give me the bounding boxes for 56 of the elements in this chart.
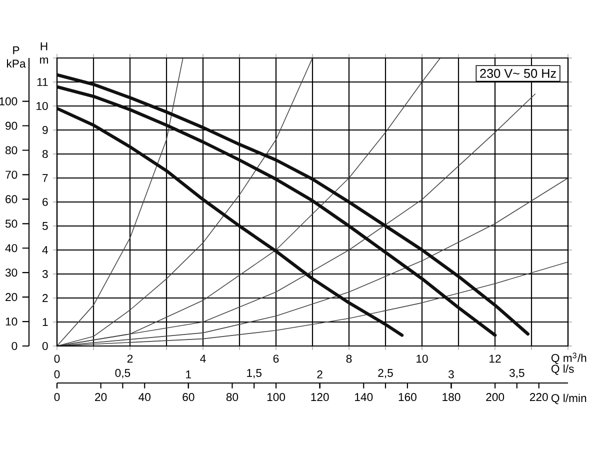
x-tick-label: 100 bbox=[267, 393, 286, 402]
y2-tick-label: 90 bbox=[6, 122, 18, 130]
y-tick-label: 2 bbox=[42, 294, 48, 302]
x-tick-label: 120 bbox=[311, 393, 329, 402]
x2-tick-label: 2 bbox=[317, 370, 322, 378]
x2-tick-label: 0,5 bbox=[115, 368, 130, 378]
x-tick-label: 220 bbox=[530, 393, 548, 402]
x-tick-label: 8 bbox=[346, 354, 352, 363]
y-tick-label: 1 bbox=[42, 318, 48, 326]
x-tick-label: 180 bbox=[442, 393, 460, 402]
x2-tick-label: 3,5 bbox=[509, 368, 524, 378]
x-tick-label: 4 bbox=[200, 354, 206, 363]
x2-tick-label: 2,5 bbox=[378, 368, 393, 378]
y2-tick-label: 0 bbox=[12, 342, 18, 350]
x-tick-label: 12 bbox=[490, 354, 501, 363]
y-tick-label: 3 bbox=[42, 270, 48, 278]
x2-tick-label: 1,5 bbox=[247, 369, 262, 378]
y2-axis-title: P kPa bbox=[7, 46, 26, 68]
x-axis-title: Q m$^{3}$/h bbox=[551, 352, 586, 364]
x-tick-label: 40 bbox=[138, 393, 150, 402]
y2-tick-label: 70 bbox=[6, 170, 18, 179]
y-tick-label: 0 bbox=[42, 342, 48, 350]
y-tick-label: 6 bbox=[42, 198, 48, 206]
y-tick-label: 10 bbox=[36, 102, 48, 110]
y-tick-label: 9 bbox=[42, 126, 48, 134]
x2-tick-label: 1 bbox=[186, 370, 191, 378]
x-tick-label: 160 bbox=[398, 393, 416, 402]
y2-tick-label: 50 bbox=[5, 220, 18, 228]
x2-axis-title: Q l/s bbox=[551, 364, 574, 375]
y2-tick-label: 60 bbox=[6, 195, 18, 204]
x-tick-label: 6 bbox=[273, 354, 279, 363]
x-tick-label: 10 bbox=[416, 354, 428, 363]
y-tick-label: 5 bbox=[42, 222, 48, 230]
y-axis-title: H m bbox=[40, 42, 48, 64]
x-tick-label: 200 bbox=[486, 393, 504, 402]
x-axis-title: Q l/min bbox=[551, 394, 586, 404]
y2-tick-label: 80 bbox=[6, 146, 18, 154]
x-tick-label: 0 bbox=[54, 354, 60, 363]
x2-tick-label: 0 bbox=[54, 370, 60, 378]
x-tick-label: 80 bbox=[226, 393, 238, 402]
y-tick-label: 7 bbox=[42, 174, 48, 182]
x-tick-label: 2 bbox=[127, 354, 133, 363]
x-tick-label: 60 bbox=[182, 393, 194, 402]
x2-tick-label: 3 bbox=[448, 370, 454, 378]
x-tick-label: 20 bbox=[95, 393, 107, 402]
y-tick-label: 11 bbox=[37, 78, 48, 86]
y2-tick-label: 30 bbox=[5, 268, 18, 277]
y2-tick-label: 40 bbox=[5, 244, 18, 252]
y2-tick-label: 100 bbox=[0, 97, 18, 106]
y2-tick-label: 20 bbox=[6, 293, 18, 302]
y2-tick-label: 10 bbox=[6, 318, 18, 326]
x-tick-label: 0 bbox=[54, 393, 60, 402]
annotation: 230 V~ 50 Hz bbox=[480, 68, 556, 78]
y-tick-label: 8 bbox=[42, 150, 48, 158]
x-tick-label: 140 bbox=[355, 393, 373, 402]
y-tick-label: 4 bbox=[42, 246, 48, 254]
